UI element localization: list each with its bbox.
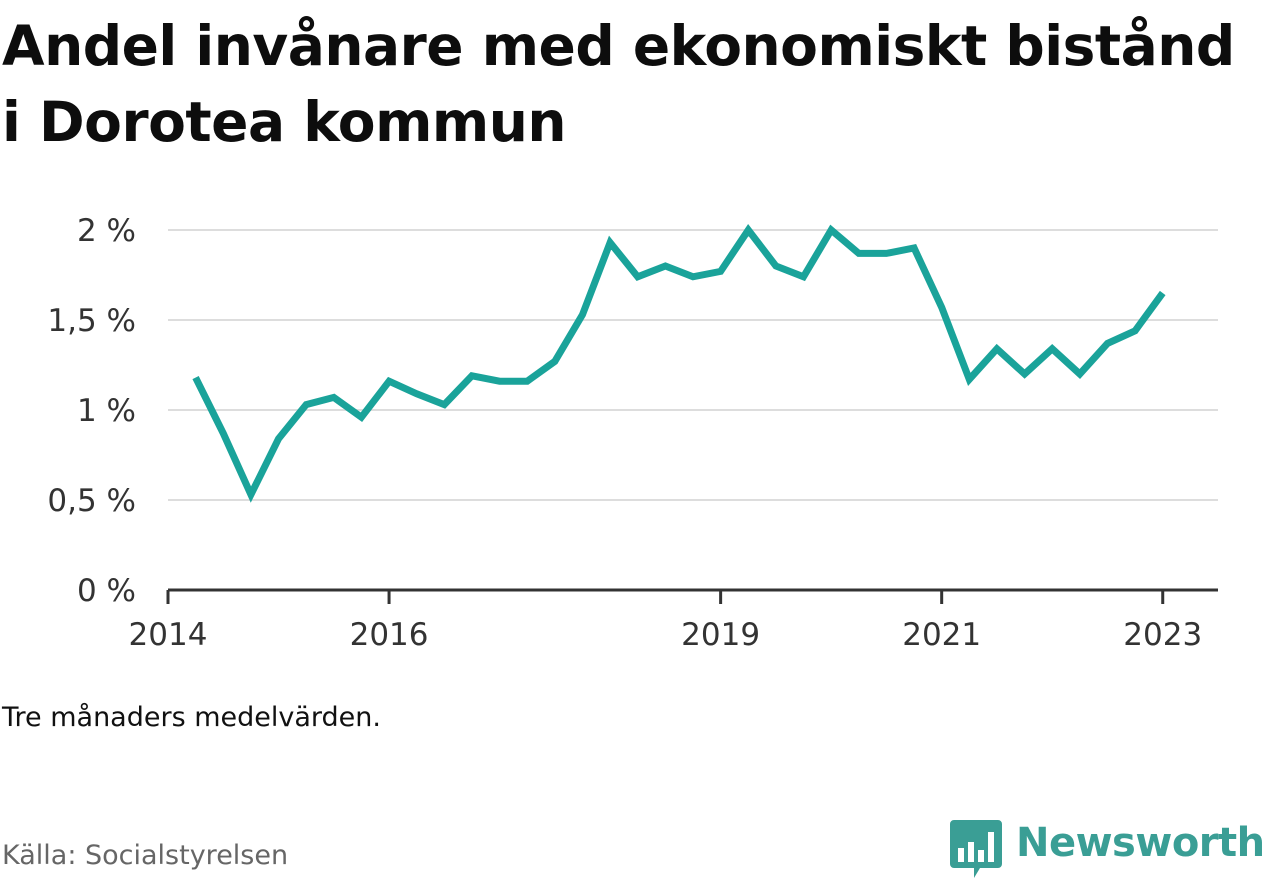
- y-tick-label: 1,5 %: [47, 303, 136, 339]
- x-tick-label: 2023: [1123, 617, 1202, 653]
- x-tick-label: 2014: [129, 617, 208, 653]
- gridlines: [168, 229, 1218, 501]
- data-point: [886, 253, 887, 254]
- y-tick-label: 1 %: [77, 393, 136, 429]
- data-point: [444, 404, 445, 405]
- data-point: [278, 438, 279, 439]
- data-point: [306, 404, 307, 405]
- data-point: [858, 253, 859, 254]
- chart-note: Tre månaders medelvärden.: [2, 702, 381, 733]
- data-point: [527, 381, 528, 382]
- data-point: [582, 314, 583, 315]
- data-point: [1135, 330, 1136, 331]
- data-point: [941, 307, 942, 308]
- data-point: [195, 377, 196, 378]
- y-axis-labels: 0 % 0,5 % 1 % 1,5 % 2 %: [47, 213, 136, 609]
- newsworthy-logo: Newsworthy: [950, 818, 1262, 880]
- data-point: [333, 397, 334, 398]
- data-point: [1107, 343, 1108, 344]
- x-tick-label: 2019: [681, 617, 760, 653]
- series: [192, 223, 1166, 503]
- data-point: [775, 266, 776, 267]
- line-chart: 0 % 0,5 % 1 % 1,5 % 2 % 2014 2016 2019 2021 2023: [47, 213, 1218, 653]
- data-point: [223, 433, 224, 434]
- data-point: [693, 276, 694, 277]
- y-tick-label: 2 %: [77, 213, 136, 249]
- data-point: [665, 266, 666, 267]
- source-label: Källa: Socialstyrelsen: [2, 840, 289, 871]
- brand-name: Newsworthy: [1016, 820, 1262, 866]
- data-point: [1079, 374, 1080, 375]
- data-point: [416, 393, 417, 394]
- data-point: [969, 379, 970, 380]
- data-point: [914, 248, 915, 249]
- data-point: [554, 361, 555, 362]
- y-tick-label: 0,5 %: [47, 483, 136, 519]
- data-point: [748, 230, 749, 231]
- data-point: [720, 271, 721, 272]
- data-point: [1052, 348, 1053, 349]
- data-point: [831, 230, 832, 231]
- data-point: [637, 276, 638, 277]
- series-line: [192, 223, 1166, 503]
- x-tick-label: 2016: [350, 617, 429, 653]
- data-point: [1024, 374, 1025, 375]
- data-point: [803, 276, 804, 277]
- newsworthy-logo-icon: [950, 820, 1002, 878]
- data-point: [610, 242, 611, 243]
- data-point: [1162, 293, 1163, 294]
- data-point: [389, 381, 390, 382]
- chart-title: Andel invånare med ekonomiskt bistånd i …: [2, 14, 1235, 154]
- x-tick-label: 2021: [902, 617, 981, 653]
- data-point: [361, 417, 362, 418]
- data-point: [996, 348, 997, 349]
- data-point: [250, 494, 251, 495]
- data-point: [499, 381, 500, 382]
- y-tick-label: 0 %: [77, 573, 136, 609]
- x-axis: 2014 2016 2019 2021 2023: [129, 590, 1202, 653]
- data-point: [471, 375, 472, 376]
